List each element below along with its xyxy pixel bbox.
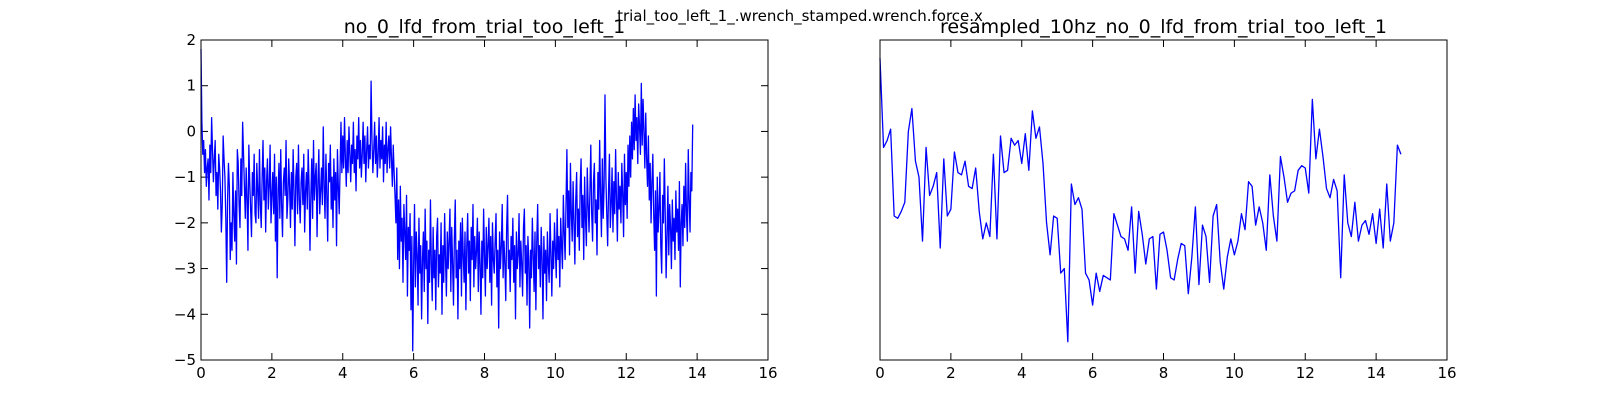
right-chart-x-tick-label: 16 — [1437, 364, 1456, 382]
left-chart-series-line — [200, 49, 694, 352]
right-chart-x-tick-label: 14 — [1367, 364, 1386, 382]
right-chart: resampled_10hz_no_0_lfd_from_trial_too_l… — [875, 16, 1456, 382]
left-chart-x-tick-label: 12 — [617, 364, 636, 382]
left-chart: no_0_lfd_from_trial_too_left_1 0 2 4 6 8 10 12… — [174, 16, 778, 382]
figure-suptitle: trial_too_left_1_.wrench_stamped.wrench.… — [617, 7, 983, 26]
right-chart-frame — [879, 39, 1448, 361]
left-chart-y-tick-label: −5 — [174, 351, 196, 369]
right-chart-title: resampled_10hz_no_0_lfd_from_trial_too_l… — [940, 16, 1387, 38]
left-chart-y-tick-label: 1 — [186, 77, 196, 95]
left-chart-x-tick-label: 4 — [338, 364, 348, 382]
left-chart-x-tick-label: 14 — [688, 364, 707, 382]
left-chart-y-tick-label: −2 — [174, 214, 196, 232]
right-chart-x-tick-label: 8 — [1159, 364, 1169, 382]
right-chart-x-tick-label: 0 — [875, 364, 885, 382]
left-chart-y-tick-label: −3 — [174, 260, 196, 278]
right-chart-series-line — [879, 58, 1402, 343]
left-chart-frame — [200, 39, 769, 361]
left-chart-x-tick-label: 6 — [409, 364, 419, 382]
left-chart-y-tick-label: 2 — [186, 31, 196, 49]
right-chart-x-tick-label: 2 — [946, 364, 956, 382]
left-chart-x-tick-label: 10 — [546, 364, 565, 382]
left-chart-y-tick-label: −1 — [174, 168, 196, 186]
left-chart-x-tick-label: 8 — [480, 364, 490, 382]
right-chart-x-tick-label: 6 — [1088, 364, 1098, 382]
left-chart-y-tick-label: −4 — [174, 305, 196, 323]
left-chart-x-tick-label: 16 — [758, 364, 777, 382]
right-chart-x-tick-label: 12 — [1296, 364, 1315, 382]
right-chart-x-tick-label: 10 — [1225, 364, 1244, 382]
right-chart-ticks: 0 2 4 6 8 10 12 14 16 — [875, 40, 1457, 382]
left-chart-x-tick-label: 2 — [267, 364, 277, 382]
left-chart-y-tick-label: 0 — [186, 122, 196, 140]
left-chart-x-tick-label: 0 — [196, 364, 206, 382]
right-chart-x-tick-label: 4 — [1017, 364, 1027, 382]
left-chart-title: no_0_lfd_from_trial_too_left_1 — [344, 16, 626, 38]
